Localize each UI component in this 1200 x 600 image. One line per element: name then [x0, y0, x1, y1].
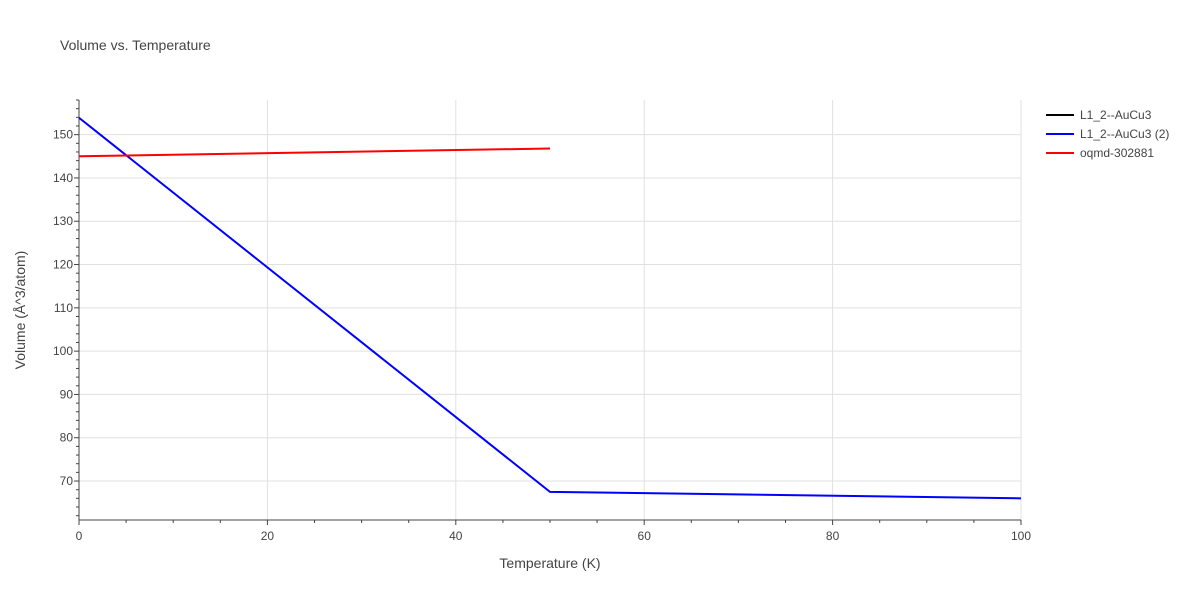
y-tick-label: 80 — [60, 431, 74, 445]
y-tick-label: 100 — [53, 344, 73, 358]
y-axis-label: Volume (Å^3/atom) — [12, 251, 28, 370]
y-tick-label: 150 — [53, 128, 73, 142]
legend-item[interactable]: oqmd-302881 — [1046, 146, 1154, 160]
axes: 0 20 40 60 80 100 70 80 90 100 110 120 130 140 150 — [53, 99, 1031, 543]
series-line-1[interactable] — [78, 116, 1022, 500]
legend[interactable]: L1_2--AuCu3 L1_2--AuCu3 (2) oqmd-302881 — [1046, 108, 1169, 160]
x-axis-label: Temperature (K) — [499, 555, 600, 571]
x-tick-label: 0 — [76, 529, 83, 543]
legend-item[interactable]: L1_2--AuCu3 (2) — [1046, 127, 1169, 141]
x-tick-label: 100 — [1011, 529, 1031, 543]
legend-label: L1_2--AuCu3 (2) — [1080, 127, 1169, 141]
legend-label: oqmd-302881 — [1080, 146, 1154, 160]
x-tick-label: 20 — [261, 529, 275, 543]
x-tick-label: 40 — [449, 529, 463, 543]
y-tick-label: 110 — [54, 301, 73, 315]
y-tick-label: 70 — [60, 474, 74, 488]
series-line-2[interactable] — [78, 147, 551, 158]
y-tick-label: 120 — [53, 258, 73, 272]
x-tick-label: 80 — [826, 529, 840, 543]
legend-item[interactable]: L1_2--AuCu3 — [1046, 108, 1152, 122]
series-lines — [78, 116, 1022, 500]
y-tick-label: 140 — [53, 171, 73, 185]
x-tick-label: 60 — [638, 529, 652, 543]
y-tick-label: 130 — [53, 214, 73, 228]
chart-title: Volume vs. Temperature — [60, 37, 211, 53]
grid — [79, 100, 1022, 520]
legend-label: L1_2--AuCu3 — [1080, 108, 1152, 122]
y-tick-label: 90 — [60, 387, 74, 401]
